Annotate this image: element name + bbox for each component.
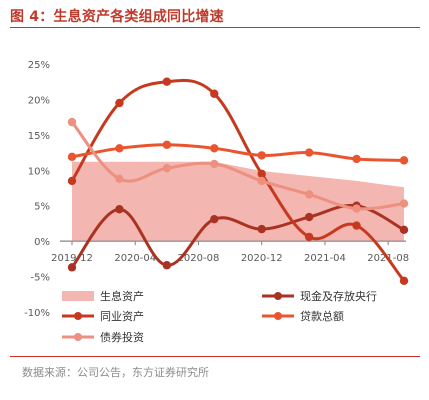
data-point — [67, 117, 77, 127]
data-point — [162, 140, 172, 149]
series-area-shengxi — [72, 161, 404, 242]
legend-marker — [74, 312, 82, 320]
series-group-3 — [67, 140, 409, 165]
data-point — [257, 224, 266, 234]
source-note: 数据来源：公司公告，东方证券研究所 — [22, 366, 209, 379]
data-point — [352, 154, 361, 164]
legend-label: 生息资产 — [100, 289, 144, 303]
data-point — [304, 232, 314, 242]
legend-swatch — [62, 291, 94, 301]
y-axis-labels: 25% 20% 15% 10% 5% 0% -5% -10% — [24, 60, 50, 319]
legend-marker — [274, 292, 282, 300]
data-point — [115, 98, 124, 108]
legend-item: 同业资产 — [62, 309, 144, 323]
footer-divider — [10, 356, 420, 357]
legend-marker — [74, 333, 82, 341]
x-tick-label: 2020-08 — [178, 253, 220, 264]
data-point — [67, 176, 77, 186]
data-point — [67, 152, 77, 162]
data-point — [210, 159, 219, 169]
x-tick-label: 2021-04 — [304, 253, 346, 264]
data-point — [210, 214, 219, 224]
data-point — [352, 204, 361, 213]
legend-label: 债券投资 — [100, 330, 144, 344]
y-tick-label: -5% — [31, 273, 50, 284]
data-point — [257, 169, 266, 179]
legend-marker — [274, 312, 282, 320]
y-tick-label: 15% — [28, 131, 50, 142]
data-point — [257, 176, 266, 186]
legend-label: 同业资产 — [100, 309, 144, 323]
y-tick-label: 20% — [28, 95, 50, 106]
series-group-4 — [67, 117, 409, 213]
data-point — [399, 225, 409, 235]
data-point — [399, 199, 409, 208]
y-tick-label: 25% — [28, 60, 50, 71]
data-point — [210, 144, 219, 153]
data-point — [210, 89, 219, 98]
legend-item: 现金及存放央行 — [262, 289, 377, 303]
x-tick-label: 2020-12 — [241, 253, 283, 264]
data-point — [115, 144, 124, 153]
data-point — [304, 148, 314, 157]
data-point — [399, 156, 409, 165]
data-point — [115, 205, 124, 214]
legend-label: 贷款总额 — [300, 309, 344, 323]
data-point — [162, 163, 172, 173]
legend-item: 生息资产 — [62, 289, 144, 303]
chart-title: 图 4：生息资产各类组成同比增速 — [10, 9, 224, 25]
x-tick-label: 2019-12 — [51, 253, 93, 264]
legend-item: 贷款总额 — [262, 309, 344, 323]
y-tick-label: -10% — [24, 308, 50, 319]
y-tick-label: 5% — [34, 202, 50, 213]
data-point — [257, 151, 266, 160]
series-group-2 — [67, 77, 409, 286]
data-point — [304, 212, 314, 222]
plot-area — [60, 77, 409, 286]
legend-item: 债券投资 — [62, 330, 144, 344]
x-axis: 2019-12 2020-04 2020-08 2020-12 2021-04 2021-… — [51, 240, 409, 264]
legend-label: 现金及存放央行 — [300, 289, 377, 303]
x-tick-label: 2020-04 — [114, 253, 156, 264]
data-point — [162, 261, 172, 270]
data-point — [304, 190, 314, 199]
data-point — [352, 221, 361, 230]
data-point — [115, 174, 124, 183]
data-point — [399, 276, 409, 286]
data-point — [162, 77, 172, 86]
title-divider — [10, 27, 420, 28]
y-tick-label: 10% — [28, 166, 50, 177]
y-tick-label: 0% — [34, 237, 50, 248]
data-point — [67, 263, 77, 272]
